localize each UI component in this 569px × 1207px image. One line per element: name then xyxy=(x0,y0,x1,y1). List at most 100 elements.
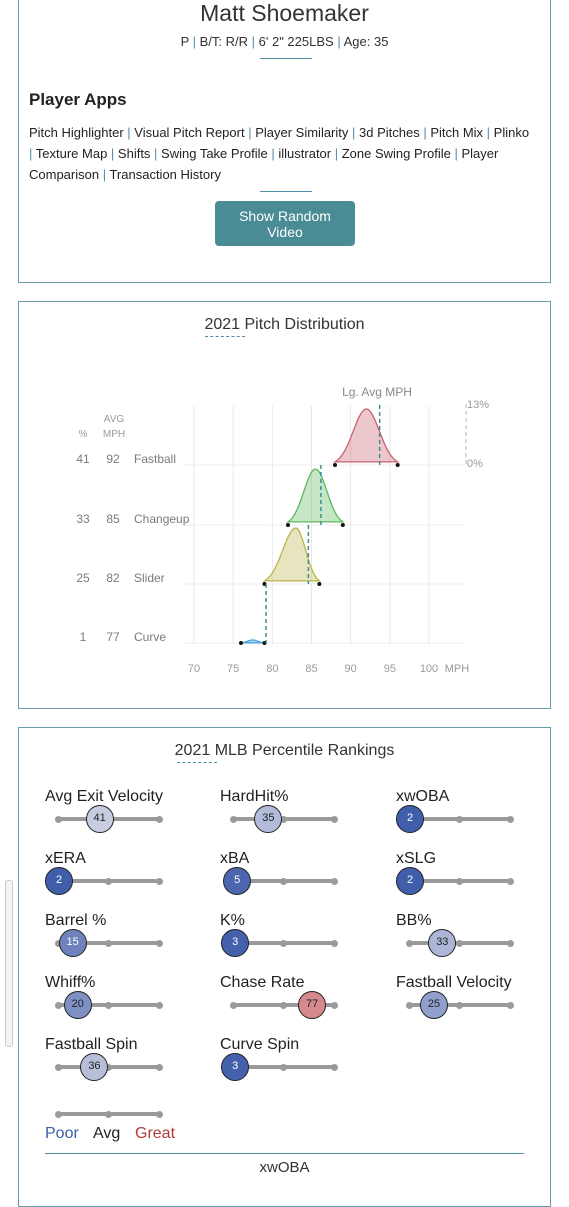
app-link-plinko[interactable]: Plinko xyxy=(493,125,530,140)
slider-tick xyxy=(156,815,163,823)
percentile-slider-whiff[interactable]: 20 xyxy=(55,991,163,1019)
slider-tick xyxy=(507,815,514,823)
avg-header: AVG xyxy=(104,414,125,425)
slider-tick xyxy=(156,1001,163,1009)
slider-tick xyxy=(156,877,163,885)
percentile-label-whiff: Whiff% xyxy=(45,974,96,991)
player-header-card: Matt Shoemaker P | B/T: R/R | 6' 2" 225L… xyxy=(18,0,551,283)
x-tick-label: 75 xyxy=(227,663,239,675)
pitch-name: Curve xyxy=(134,630,166,644)
pitch-name: Slider xyxy=(134,571,165,585)
app-link-pitch-mix[interactable]: Pitch Mix xyxy=(430,125,484,140)
app-link-3d-pitches[interactable]: 3d Pitches xyxy=(359,125,420,140)
percentile-rankings-title: 2021 MLB Percentile Rankings xyxy=(174,742,395,759)
range-max-dot xyxy=(395,463,400,467)
slider-tick xyxy=(156,939,163,947)
percentile-knob-barrel[interactable]: 15 xyxy=(58,929,87,957)
app-link-transaction-history[interactable]: Transaction History xyxy=(109,167,221,182)
app-link-player-similarity[interactable]: Player Similarity xyxy=(255,125,349,140)
slider-tick xyxy=(280,1063,287,1071)
percentile-knob-hardhit[interactable]: 35 xyxy=(254,805,283,833)
percentile-knob-whiff[interactable]: 20 xyxy=(63,991,92,1019)
x-tick-label: 90 xyxy=(345,663,357,675)
player-size: 6' 2" 225LBS xyxy=(258,34,334,49)
percentile-knob-xera[interactable]: 2 xyxy=(45,867,74,895)
percentile-label-chase-rate: Chase Rate xyxy=(220,974,305,991)
scale-top: 13% xyxy=(467,399,489,411)
range-max-dot xyxy=(340,523,345,527)
percentile-label-hardhit: HardHit% xyxy=(220,788,289,805)
app-link-illustrator[interactable]: illustrator xyxy=(278,146,332,161)
app-link-player-comparison[interactable]: Player Comparison xyxy=(29,146,499,182)
slider-tick xyxy=(55,1001,62,1009)
scrollbar[interactable] xyxy=(5,880,13,1047)
divider xyxy=(260,58,312,59)
slider-tick xyxy=(230,1001,237,1009)
percentile-slider-hardhit[interactable]: 35 xyxy=(230,805,338,833)
slider-tick xyxy=(280,1001,287,1009)
range-min-dot xyxy=(286,523,290,527)
slider-tick xyxy=(456,1001,463,1009)
percentile-knob-k[interactable]: 3 xyxy=(221,929,250,957)
player-position: P xyxy=(180,34,189,49)
percentile-slider-xba[interactable]: 5 xyxy=(223,867,338,895)
percentile-knob-curve-spin[interactable]: 3 xyxy=(221,1053,250,1081)
app-link-swing-take-profile[interactable]: Swing Take Profile xyxy=(161,146,268,161)
slider-tick xyxy=(55,1063,62,1071)
percentile-slider-xera[interactable]: 2 xyxy=(45,867,163,895)
pitch-avg-mph: 77 xyxy=(106,630,120,644)
percentile-slider-k[interactable]: 3 xyxy=(221,929,338,957)
x-tick-label: 80 xyxy=(266,663,278,675)
range-max-dot xyxy=(317,582,322,586)
percentile-slider-curve-spin[interactable]: 3 xyxy=(221,1053,338,1081)
app-link-texture-map[interactable]: Texture Map xyxy=(35,146,108,161)
pitch-pct: 41 xyxy=(76,452,90,466)
percentile-knob-xwoba[interactable]: 2 xyxy=(396,805,425,833)
range-min-dot xyxy=(333,463,337,467)
percentile-slider-fastball-velocity[interactable]: 25 xyxy=(406,991,514,1019)
app-link-pitch-highlighter[interactable]: Pitch Highlighter xyxy=(29,125,124,140)
percentile-label-xera: xERA xyxy=(45,850,86,867)
slider-tick xyxy=(507,1001,514,1009)
pitch-name: Changeup xyxy=(134,512,190,526)
app-link-zone-swing-profile[interactable]: Zone Swing Profile xyxy=(341,146,451,161)
scale-bottom: 0% xyxy=(467,458,483,470)
percentile-label-xslg: xSLG xyxy=(396,850,437,867)
slider-tick xyxy=(105,1001,112,1009)
percentile-knob-avg-exit-velocity[interactable]: 41 xyxy=(85,805,114,833)
pitch-pct: 33 xyxy=(76,512,90,526)
slider-tick xyxy=(456,877,463,885)
percentile-slider-fastball-spin[interactable]: 36 xyxy=(55,1053,163,1081)
percentile-knob-fastball-spin[interactable]: 36 xyxy=(80,1053,109,1081)
slider-tick xyxy=(55,939,62,947)
slider-tick xyxy=(280,815,287,823)
show-random-video-button[interactable]: Show Random Video xyxy=(215,201,355,246)
slider-tick xyxy=(105,939,112,947)
app-link-visual-pitch-report[interactable]: Visual Pitch Report xyxy=(134,125,245,140)
slider-tick xyxy=(456,815,463,823)
percentile-label-avg-exit-velocity: Avg Exit Velocity xyxy=(45,788,163,805)
slider-tick xyxy=(331,877,338,885)
percentile-slider-avg-exit-velocity[interactable]: 41 xyxy=(55,805,163,833)
percentile-slider-barrel[interactable]: 15 xyxy=(55,929,163,957)
percentile-knob-fastball-velocity[interactable]: 25 xyxy=(420,991,448,1019)
app-link-shifts[interactable]: Shifts xyxy=(117,146,151,161)
x-tick-label: 100 xyxy=(420,663,438,675)
percentile-knob-xslg[interactable]: 2 xyxy=(396,867,425,895)
player-age: Age: 35 xyxy=(343,34,389,49)
percentile-slider-chase-rate[interactable]: 77 xyxy=(230,991,338,1019)
percentile-knob-bb[interactable]: 33 xyxy=(428,929,457,957)
percentile-slider-xslg[interactable]: 2 xyxy=(396,867,514,895)
percentile-knob-chase-rate[interactable]: 77 xyxy=(298,991,327,1019)
slider-tick xyxy=(105,1063,112,1071)
percentile-knob-xba[interactable]: 5 xyxy=(223,867,252,895)
percentile-slider-bb[interactable]: 33 xyxy=(406,929,514,957)
slider-tick xyxy=(230,815,237,823)
percentile-rankings-card: 2021 MLB Percentile Rankings Avg Exit Ve… xyxy=(18,727,551,1207)
title-underline xyxy=(205,336,245,337)
pitch-distribution-card: 2021 Pitch Distribution % AVG MPH Lg. Avg M… xyxy=(18,301,551,709)
pitch-pct: 25 xyxy=(76,571,90,585)
pitch-avg-mph: 85 xyxy=(106,512,120,526)
percentile-slider-xwoba[interactable]: 2 xyxy=(396,805,514,833)
player-meta: P | B/T: R/R | 6' 2" 225LBS | Age: 35 xyxy=(180,34,389,49)
